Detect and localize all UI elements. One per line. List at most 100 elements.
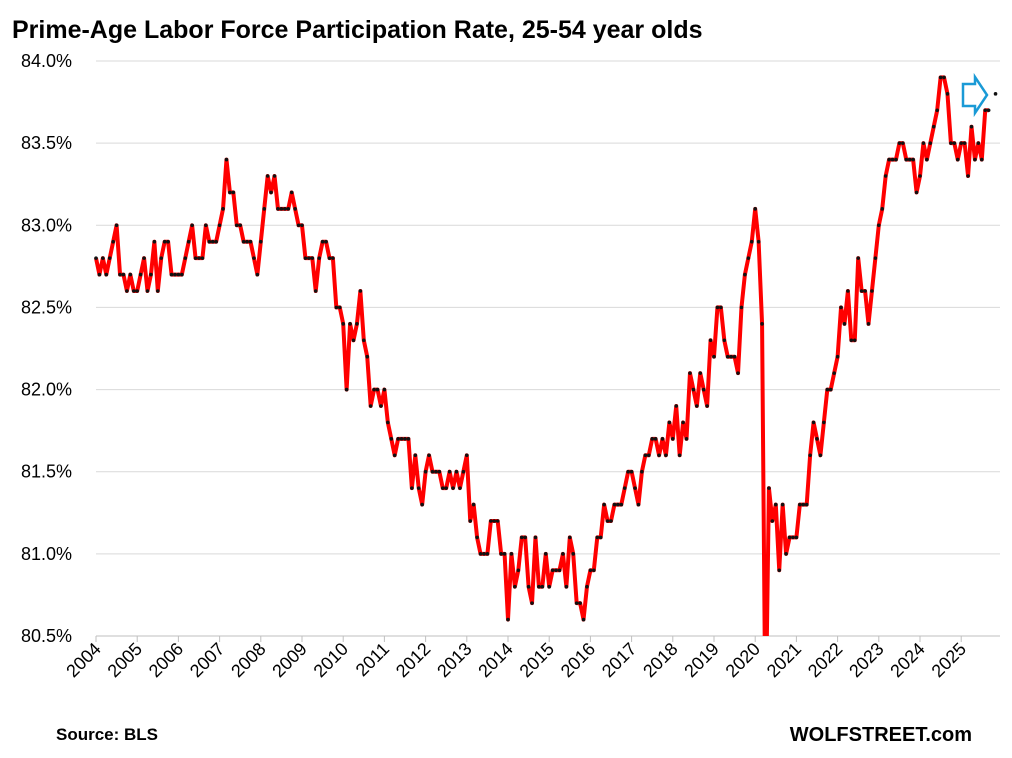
data-point — [804, 502, 809, 507]
data-point — [959, 141, 963, 145]
data-point — [883, 174, 888, 178]
data-point — [121, 272, 126, 277]
data-point — [846, 289, 850, 293]
y-tick-label: 81.0% — [21, 544, 72, 564]
data-point — [863, 289, 867, 293]
x-tick-label: 2007 — [186, 639, 228, 681]
data-point — [269, 190, 273, 195]
data-point — [664, 453, 668, 458]
data-point — [722, 338, 727, 343]
data-point — [986, 108, 991, 113]
data-point — [681, 420, 685, 425]
data-point — [578, 601, 582, 605]
data-point — [454, 469, 459, 474]
data-point — [749, 239, 754, 244]
data-point — [547, 584, 551, 589]
data-point — [348, 322, 352, 326]
data-point — [598, 535, 603, 540]
data-point — [468, 519, 473, 523]
data-point — [437, 469, 442, 474]
data-point — [358, 289, 363, 293]
credit: WOLFSTREET.com — [790, 724, 972, 746]
data-point — [856, 256, 860, 260]
data-point — [313, 289, 318, 293]
data-point — [739, 305, 744, 310]
data-point — [128, 272, 133, 277]
data-point — [519, 535, 524, 540]
data-point — [849, 338, 854, 343]
data-point — [492, 519, 497, 523]
data-point — [399, 437, 404, 441]
data-point — [842, 322, 847, 326]
data-point — [907, 157, 912, 162]
data-point — [231, 190, 236, 195]
data-point — [969, 124, 974, 129]
data-point — [918, 174, 922, 178]
data-point — [825, 387, 830, 392]
data-point — [334, 305, 339, 310]
data-point — [801, 502, 806, 507]
data-point — [303, 256, 308, 260]
data-point — [447, 469, 452, 474]
data-point — [729, 354, 733, 359]
data-point — [162, 239, 167, 244]
data-point — [478, 552, 483, 556]
data-point — [351, 338, 356, 343]
data-point — [808, 453, 812, 458]
data-point — [873, 256, 878, 260]
data-point — [894, 157, 898, 162]
x-tick-label: 2010 — [310, 639, 352, 681]
data-point — [980, 157, 984, 162]
data-point — [506, 617, 510, 622]
data-point — [767, 486, 771, 490]
data-point — [791, 535, 795, 540]
data-point — [870, 289, 874, 293]
data-point — [107, 256, 112, 260]
data-point — [169, 272, 174, 277]
data-point — [389, 437, 394, 441]
data-point — [372, 387, 376, 392]
y-tick-label: 80.5% — [21, 626, 72, 646]
x-tick-label: 2005 — [104, 639, 146, 681]
data-point — [949, 141, 953, 145]
x-tick-label: 2006 — [145, 639, 187, 681]
data-point — [101, 256, 105, 260]
data-point — [317, 256, 321, 260]
data-point — [265, 174, 270, 178]
data-point — [646, 453, 651, 458]
data-point — [571, 552, 576, 556]
data-point — [760, 322, 764, 326]
data-point — [166, 239, 170, 244]
data-point — [904, 157, 909, 162]
y-tick-label: 82.5% — [21, 297, 72, 317]
data-point — [238, 223, 242, 228]
data-point — [619, 502, 624, 507]
data-point — [688, 371, 692, 375]
x-tick-label: 2023 — [845, 639, 887, 681]
data-point — [523, 535, 527, 540]
data-point — [890, 157, 895, 162]
data-point — [794, 535, 799, 540]
data-point — [289, 190, 294, 195]
data-point — [444, 486, 449, 490]
data-point — [416, 486, 421, 490]
data-point — [173, 272, 177, 277]
data-point — [691, 387, 696, 392]
data-point — [461, 469, 466, 474]
data-point — [764, 733, 768, 737]
x-tick-label: 2021 — [763, 639, 805, 681]
data-point — [777, 568, 782, 573]
data-point — [537, 584, 541, 589]
data-point — [962, 141, 967, 145]
data-point — [787, 535, 792, 540]
data-point — [935, 108, 939, 113]
data-point — [135, 289, 139, 293]
data-point — [736, 371, 740, 375]
data-point — [609, 519, 613, 523]
data-point — [310, 256, 315, 260]
x-tick-label: 2013 — [433, 639, 475, 681]
data-point — [300, 223, 304, 228]
data-point — [324, 239, 328, 244]
data-point — [241, 239, 246, 244]
